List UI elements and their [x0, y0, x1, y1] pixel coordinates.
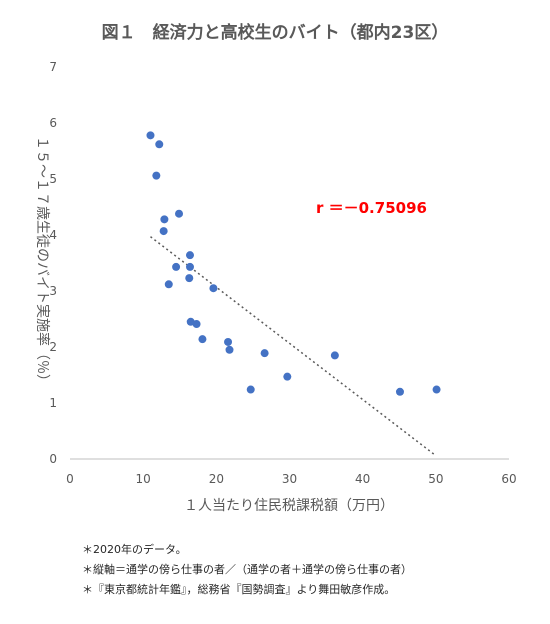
data-point	[160, 215, 169, 224]
x-tick-label: 0	[66, 472, 74, 486]
footnote-definition: ＊縦軸＝通学の傍ら仕事の者／（通学の者＋通学の傍ら仕事の者）	[82, 563, 412, 576]
data-point	[192, 320, 201, 329]
x-tick-label: 60	[501, 472, 516, 486]
correlation-annotation: r ＝－0.75096	[316, 199, 427, 217]
trendline	[150, 236, 437, 457]
y-tick-label: 7	[49, 60, 57, 74]
y-tick-label: 5	[49, 172, 57, 186]
data-point	[224, 337, 233, 346]
data-point	[330, 351, 339, 360]
chart-title: 図１ 経済力と高校生のバイト（都内23区）	[101, 23, 449, 43]
data-point	[432, 385, 441, 394]
y-tick-label: 4	[49, 228, 57, 242]
data-point	[159, 227, 168, 236]
footnote-data-year: ＊2020年のデータ。	[82, 543, 187, 556]
y-tick-label: 3	[49, 284, 57, 298]
data-point	[155, 140, 164, 149]
data-point	[395, 387, 404, 396]
data-point	[146, 131, 155, 140]
scatter-chart: 0 10 20 30 40 50 60 0 1 2 3 4 5 6 7 r ＝－0.75096 １人当たり…	[34, 60, 517, 514]
data-point	[225, 345, 234, 354]
data-point	[198, 335, 207, 344]
data-point	[185, 274, 194, 283]
y-tick-label: 0	[49, 452, 57, 466]
data-point	[283, 372, 292, 381]
y-axis-label: １５～１７歳生徒のバイト実施率（％）	[34, 136, 51, 388]
data-point	[185, 262, 194, 271]
data-point	[175, 209, 184, 218]
y-tick-label: 6	[49, 116, 57, 130]
data-points	[146, 131, 441, 396]
data-point	[260, 349, 269, 358]
data-point	[185, 251, 194, 260]
data-point	[246, 385, 255, 394]
y-tick-label: 1	[49, 396, 57, 410]
data-point	[152, 171, 161, 180]
data-point	[172, 262, 181, 271]
footnotes: ＊2020年のデータ。 ＊縦軸＝通学の傍ら仕事の者／（通学の者＋通学の傍ら仕事の…	[82, 540, 532, 600]
y-tick-label: 2	[49, 340, 57, 354]
x-axis-ticks: 0 10 20 30 40 50 60	[66, 472, 516, 486]
data-point	[164, 280, 173, 289]
x-tick-label: 30	[282, 472, 297, 486]
footnote-source: ＊『東京都統計年鑑』，総務省『国勢調査』より舞田敏彦作成。	[82, 583, 396, 596]
x-axis-label: １人当たり住民税課税額（万円）	[184, 498, 394, 514]
y-axis-ticks: 0 1 2 3 4 5 6 7	[49, 60, 57, 466]
x-tick-label: 50	[428, 472, 443, 486]
x-tick-label: 40	[355, 472, 370, 486]
data-point	[209, 284, 218, 293]
x-tick-label: 10	[136, 472, 151, 486]
x-tick-label: 20	[209, 472, 224, 486]
